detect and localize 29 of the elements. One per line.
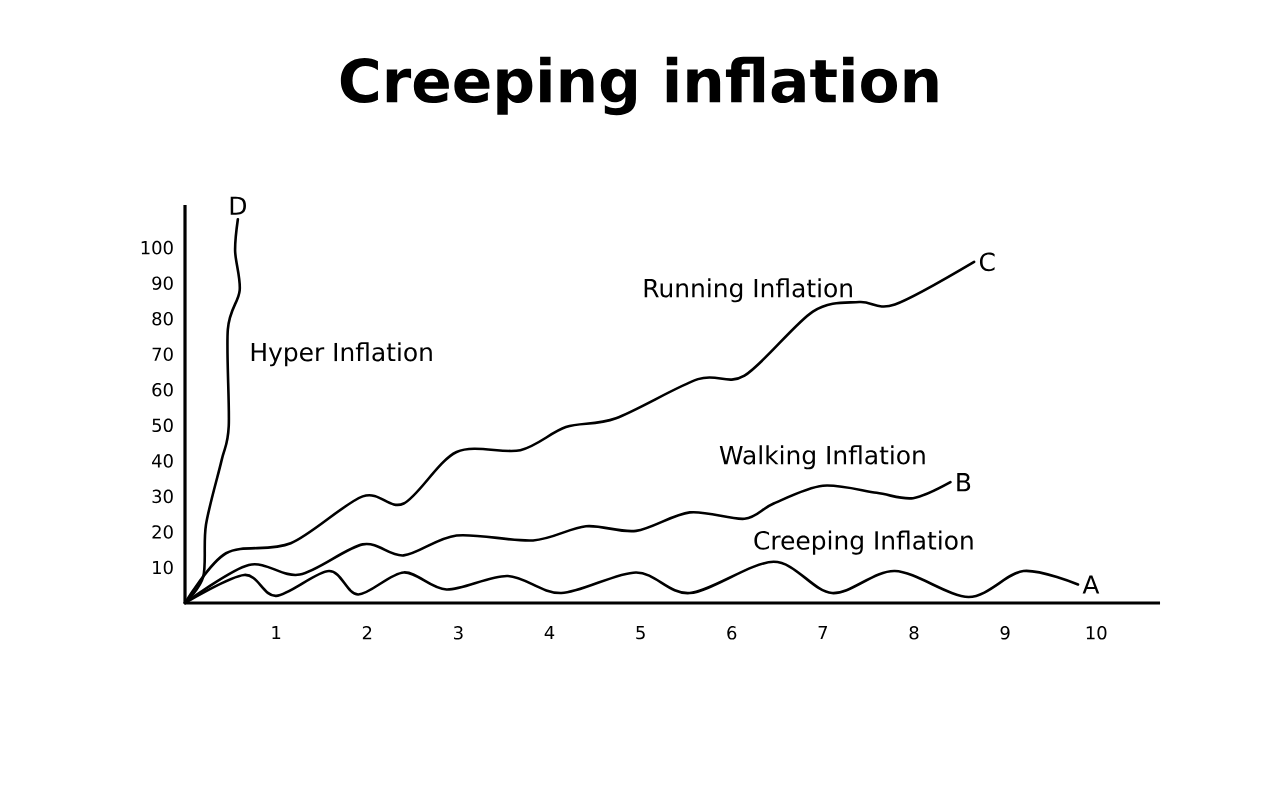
y-tick-label: 70 xyxy=(152,347,173,362)
x-tick-label: 5 xyxy=(636,626,645,640)
x-tick-label: 10 xyxy=(1086,626,1107,640)
y-tick-label: 40 xyxy=(152,454,173,468)
x-tick-label: 9 xyxy=(1000,626,1010,640)
series-label: Walking Inflation xyxy=(719,445,925,470)
annotation: C xyxy=(979,252,995,272)
y-tick-label: 30 xyxy=(152,489,173,504)
y-tick-label: 20 xyxy=(152,525,173,539)
annotation: B xyxy=(957,473,971,492)
y-tick-label: 50 xyxy=(152,418,173,433)
x-tick-label: 2 xyxy=(362,626,372,640)
y-tick-label: 100 xyxy=(141,240,173,255)
x-tick-label: 8 xyxy=(909,626,919,640)
x-tick-label: 4 xyxy=(544,626,555,640)
x-tick-label: 1 xyxy=(272,626,281,640)
annotation: D xyxy=(230,196,246,215)
x-tick-label: 7 xyxy=(818,626,828,640)
chart-title: Creeping inflation xyxy=(340,56,938,116)
y-tick-label: 60 xyxy=(152,383,173,397)
annotation: A xyxy=(1082,575,1100,594)
series-label: Hyper Inflation xyxy=(251,342,432,367)
x-tick-label: 3 xyxy=(454,626,463,640)
y-tick-label: 80 xyxy=(152,311,173,326)
y-tick-label: 90 xyxy=(152,276,173,290)
series-label: Creeping Inflation xyxy=(754,530,973,555)
y-tick-label: 10 xyxy=(153,560,173,575)
series-label: Running Inflation xyxy=(644,278,852,303)
x-tick-label: 6 xyxy=(727,626,737,640)
